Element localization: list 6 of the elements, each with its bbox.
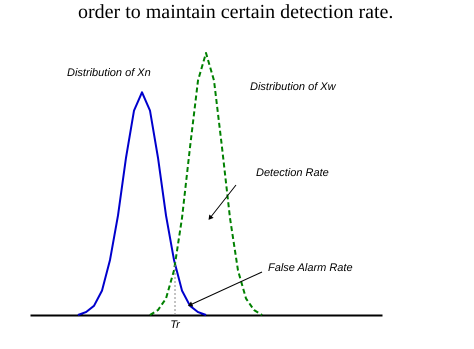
annotation: Distribution of Xn [67, 67, 151, 79]
annotation: Detection Rate [256, 167, 329, 179]
annotation: Distribution of Xw [250, 81, 337, 93]
text: Tr [170, 319, 180, 331]
chart-title: order to maintain certain detection rate. [78, 1, 394, 23]
annotation: False Alarm Rate [268, 262, 353, 274]
